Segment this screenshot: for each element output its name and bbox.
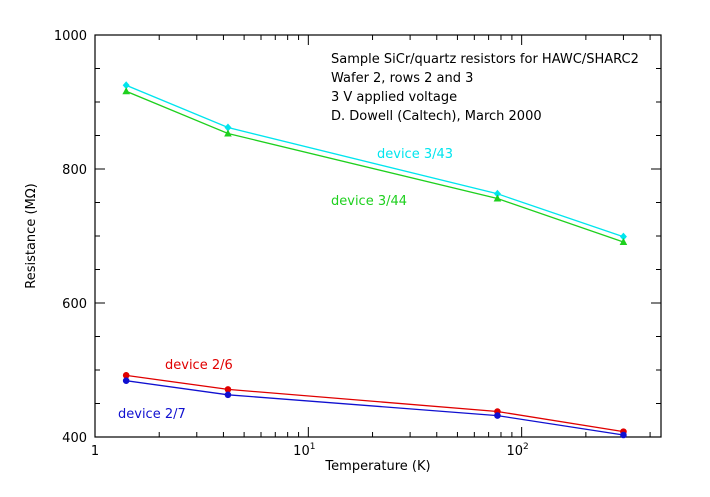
data-point — [224, 129, 232, 137]
annotation-line: 3 V applied voltage — [331, 90, 457, 105]
data-point — [224, 123, 232, 132]
data-point — [122, 377, 130, 385]
data-point — [619, 232, 627, 241]
data-point — [122, 87, 130, 95]
x-tick-label: 102 — [507, 442, 529, 459]
series-label-device-3-44: device 3/44 — [331, 194, 407, 209]
x-axis-label: Temperature (K) — [324, 459, 430, 474]
y-tick-label: 600 — [62, 297, 87, 312]
axis-ticks — [94, 34, 661, 438]
y-tick-label: 400 — [62, 431, 87, 446]
annotation-line: Wafer 2, rows 2 and 3 — [331, 71, 473, 86]
data-point — [494, 412, 501, 419]
data-point — [122, 81, 130, 90]
x-tick-label: 1 — [91, 444, 99, 459]
data-point — [619, 238, 628, 246]
y-tick-label: 800 — [62, 163, 87, 178]
series-line-2 — [126, 374, 624, 433]
data-point — [620, 431, 627, 439]
series-line-1 — [125, 90, 624, 243]
y-tick-label: 1000 — [54, 29, 87, 44]
series-labels: device 3/43 device 3/44 device 2/6 devic… — [118, 147, 453, 422]
annotation-line: Sample SiCr/quartz resistors for HAWC/SH… — [331, 52, 639, 67]
y-axis-label: Resistance (MΩ) — [24, 183, 39, 288]
data-point — [493, 189, 501, 198]
series-line-3 — [126, 380, 624, 436]
series-label-device-3-43: device 3/43 — [377, 147, 453, 162]
data-point — [224, 386, 232, 393]
series-layer — [122, 81, 628, 439]
series-line-0 — [125, 84, 624, 238]
data-point — [122, 372, 130, 379]
data-point — [493, 194, 502, 202]
series-label-device-2-6: device 2/6 — [165, 358, 233, 373]
annotation-line: D. Dowell (Caltech), March 2000 — [331, 109, 542, 124]
x-tick-label: 101 — [293, 442, 315, 459]
data-point — [224, 391, 232, 399]
series-label-device-2-7: device 2/7 — [118, 407, 186, 422]
annotation-block: Sample SiCr/quartz resistors for HAWC/SH… — [331, 52, 639, 124]
